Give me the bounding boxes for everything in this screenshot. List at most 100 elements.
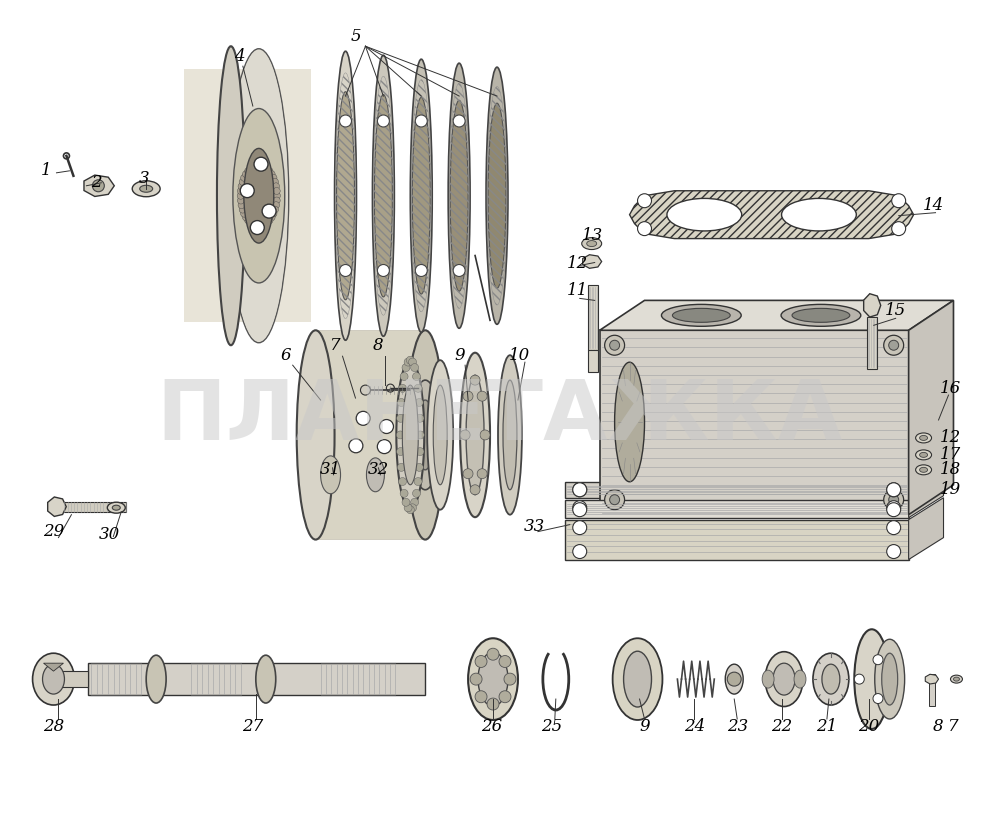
Circle shape bbox=[416, 431, 424, 439]
Circle shape bbox=[241, 210, 248, 217]
Ellipse shape bbox=[486, 67, 508, 324]
Circle shape bbox=[397, 447, 405, 456]
Circle shape bbox=[238, 182, 245, 190]
Text: 17: 17 bbox=[940, 446, 961, 463]
Text: 21: 21 bbox=[816, 718, 838, 736]
Circle shape bbox=[247, 219, 254, 227]
Text: 8: 8 bbox=[373, 337, 384, 354]
Circle shape bbox=[242, 214, 249, 221]
Circle shape bbox=[273, 197, 280, 204]
Circle shape bbox=[258, 162, 265, 169]
Circle shape bbox=[873, 655, 883, 665]
Circle shape bbox=[245, 217, 252, 224]
Ellipse shape bbox=[782, 198, 856, 231]
Bar bbox=[565, 481, 909, 498]
Circle shape bbox=[411, 498, 419, 506]
Text: 12: 12 bbox=[567, 255, 588, 272]
Text: 9: 9 bbox=[455, 347, 465, 364]
Ellipse shape bbox=[366, 458, 384, 491]
Ellipse shape bbox=[412, 97, 430, 294]
Circle shape bbox=[638, 222, 651, 236]
Circle shape bbox=[397, 463, 405, 471]
Text: 30: 30 bbox=[99, 526, 120, 543]
Ellipse shape bbox=[406, 331, 444, 540]
Circle shape bbox=[264, 219, 271, 227]
Text: 27: 27 bbox=[242, 718, 263, 736]
Ellipse shape bbox=[950, 675, 962, 683]
Circle shape bbox=[241, 174, 248, 182]
Ellipse shape bbox=[466, 375, 484, 495]
Circle shape bbox=[399, 477, 406, 486]
Bar bbox=[588, 350, 598, 372]
Circle shape bbox=[610, 495, 620, 505]
Circle shape bbox=[854, 674, 864, 684]
Circle shape bbox=[463, 392, 473, 402]
Circle shape bbox=[416, 447, 424, 456]
Circle shape bbox=[499, 656, 511, 667]
Circle shape bbox=[416, 414, 424, 422]
Circle shape bbox=[487, 698, 499, 710]
Circle shape bbox=[460, 430, 470, 440]
Circle shape bbox=[406, 357, 414, 364]
Circle shape bbox=[887, 502, 901, 516]
Circle shape bbox=[477, 392, 487, 402]
Ellipse shape bbox=[416, 400, 434, 470]
Circle shape bbox=[266, 217, 273, 224]
Ellipse shape bbox=[297, 331, 335, 540]
Text: 31: 31 bbox=[320, 461, 341, 478]
Ellipse shape bbox=[875, 639, 905, 719]
Circle shape bbox=[252, 222, 259, 229]
Polygon shape bbox=[600, 301, 953, 331]
Text: 19: 19 bbox=[940, 481, 961, 498]
Ellipse shape bbox=[667, 198, 742, 231]
Ellipse shape bbox=[587, 241, 597, 247]
Circle shape bbox=[261, 222, 268, 228]
Circle shape bbox=[377, 265, 389, 277]
Circle shape bbox=[242, 171, 249, 177]
Ellipse shape bbox=[460, 352, 490, 517]
Ellipse shape bbox=[582, 237, 602, 250]
Circle shape bbox=[396, 431, 404, 439]
Circle shape bbox=[238, 202, 245, 208]
Circle shape bbox=[270, 210, 277, 217]
Polygon shape bbox=[630, 191, 914, 238]
Circle shape bbox=[273, 192, 280, 199]
Ellipse shape bbox=[256, 656, 276, 703]
Ellipse shape bbox=[672, 308, 730, 322]
Ellipse shape bbox=[916, 450, 932, 460]
Ellipse shape bbox=[410, 380, 440, 490]
Circle shape bbox=[400, 490, 408, 497]
Circle shape bbox=[92, 180, 104, 192]
Bar bbox=[565, 500, 909, 517]
Polygon shape bbox=[909, 301, 953, 515]
Bar bbox=[88, 663, 425, 695]
Circle shape bbox=[237, 197, 244, 204]
Text: 22: 22 bbox=[771, 718, 793, 736]
Circle shape bbox=[262, 204, 276, 218]
Ellipse shape bbox=[229, 48, 289, 342]
Bar bbox=[61, 501, 126, 511]
Circle shape bbox=[377, 115, 389, 127]
Bar bbox=[867, 317, 877, 369]
Circle shape bbox=[475, 691, 487, 703]
Circle shape bbox=[638, 194, 651, 207]
Ellipse shape bbox=[624, 651, 651, 707]
Circle shape bbox=[273, 202, 280, 208]
Polygon shape bbox=[909, 460, 944, 498]
Polygon shape bbox=[583, 255, 602, 268]
Text: 29: 29 bbox=[43, 523, 64, 540]
Circle shape bbox=[250, 163, 257, 170]
Text: 1: 1 bbox=[41, 162, 52, 179]
Circle shape bbox=[250, 222, 257, 228]
Circle shape bbox=[605, 490, 625, 510]
Circle shape bbox=[573, 501, 587, 515]
Circle shape bbox=[884, 335, 904, 355]
Circle shape bbox=[404, 358, 412, 366]
Ellipse shape bbox=[433, 385, 447, 485]
Ellipse shape bbox=[112, 505, 120, 510]
Ellipse shape bbox=[43, 664, 64, 694]
Circle shape bbox=[273, 182, 280, 190]
Polygon shape bbox=[184, 69, 311, 322]
Circle shape bbox=[237, 192, 244, 199]
Circle shape bbox=[470, 673, 482, 685]
